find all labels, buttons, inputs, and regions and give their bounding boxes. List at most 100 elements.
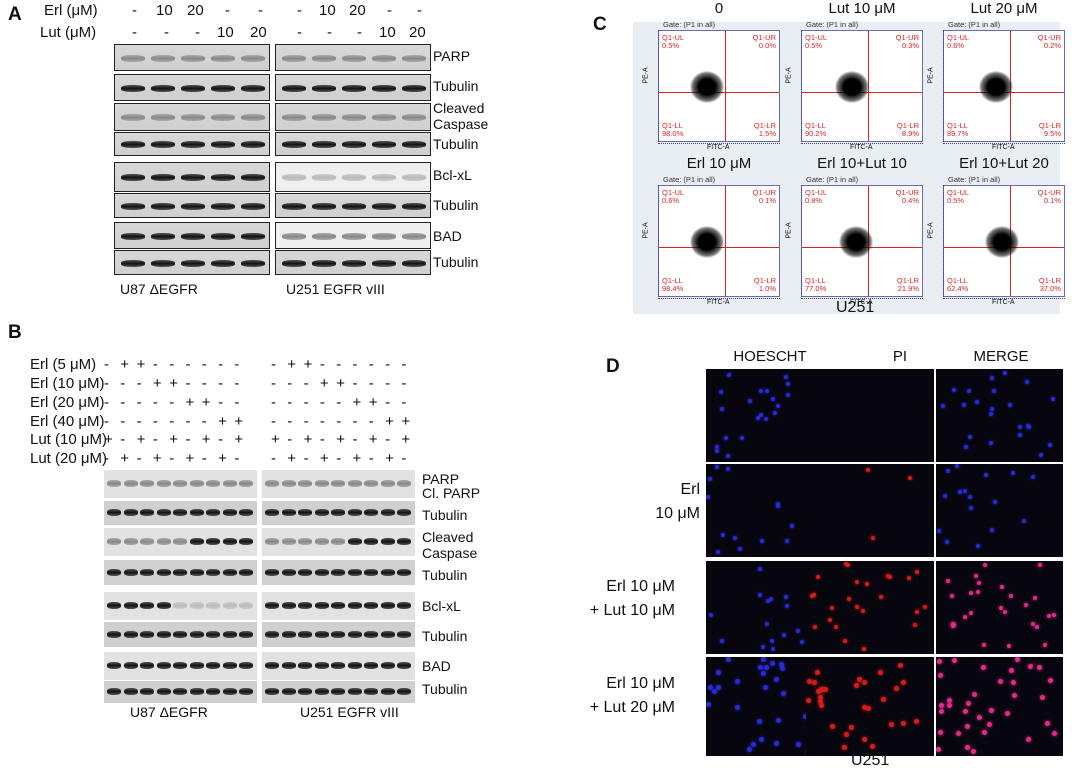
- treatment-sign: +: [152, 450, 162, 467]
- panel-c-cell-line: U251: [836, 299, 875, 316]
- cell-nucleus: [908, 476, 912, 480]
- protein-band: [173, 602, 187, 609]
- cell-nucleus: [1005, 711, 1010, 716]
- protein-band: [121, 259, 145, 267]
- cell-nucleus: [1052, 613, 1056, 617]
- cell-nucleus: [706, 702, 711, 707]
- treatment-sign-u251: -: [352, 375, 358, 392]
- quadrant-ur-value: Q1-UR 0.1%: [752, 188, 776, 205]
- protein-band: [380, 688, 395, 695]
- cell-nucleus: [764, 417, 768, 421]
- protein-band: [342, 84, 366, 92]
- cell-nucleus: [758, 567, 762, 571]
- cell-nucleus: [941, 404, 945, 408]
- cell-nucleus: [862, 705, 867, 710]
- protein-band: [331, 688, 345, 695]
- cell-nucleus: [715, 449, 719, 453]
- protein-band: [151, 54, 175, 62]
- cell-nucleus: [914, 719, 919, 724]
- cell-nucleus: [1012, 693, 1017, 698]
- protein-band: [331, 509, 345, 516]
- treatment-sign-u251: +: [319, 375, 329, 392]
- cell-nucleus: [977, 581, 981, 585]
- erl-value-u251: -: [297, 2, 302, 19]
- protein-band: [281, 509, 296, 516]
- protein-band: [397, 568, 411, 576]
- treatment-sign-u251: -: [401, 450, 407, 467]
- protein-band: [312, 259, 336, 267]
- cell-nucleus: [785, 604, 789, 608]
- cell-nucleus: [955, 464, 959, 468]
- protein-band: [181, 202, 205, 210]
- x-axis-ticks: [801, 298, 923, 303]
- treatment-sign: +: [169, 375, 178, 392]
- western-blot-strip: [104, 560, 257, 585]
- cell-nucleus: [790, 524, 794, 528]
- x-axis-ticks: [943, 298, 1065, 303]
- protein-band: [281, 538, 296, 545]
- x-axis-ticks: [658, 298, 780, 303]
- cell-nucleus: [828, 618, 832, 622]
- protein-band: [239, 630, 253, 638]
- cell-nucleus: [888, 575, 892, 579]
- cell-nucleus: [992, 389, 996, 393]
- quadrant-ll-value: Q1-LL 62.4%: [947, 276, 969, 293]
- cell-nucleus: [862, 680, 867, 685]
- protein-band: [206, 602, 220, 609]
- treatment-sign: -: [185, 356, 191, 373]
- protein-band: [140, 538, 154, 545]
- cell-nucleus: [915, 610, 919, 614]
- blot-label: Cleaved Caspase: [422, 529, 478, 561]
- panel-b-letter: B: [8, 322, 22, 343]
- treatment-sign: +: [136, 431, 146, 448]
- cell-nucleus: [1026, 737, 1031, 742]
- x-axis-label: FITC-A: [992, 144, 1015, 151]
- protein-band: [312, 114, 336, 121]
- protein-band: [402, 174, 426, 181]
- lut-value: -: [195, 24, 200, 41]
- protein-band: [265, 602, 279, 609]
- cell-nucleus: [769, 597, 773, 601]
- microscopy-row-label: Erl 10 μM: [655, 481, 700, 522]
- protein-band: [156, 662, 171, 669]
- protein-band: [402, 114, 426, 121]
- cell-nucleus: [939, 703, 944, 708]
- protein-band: [239, 538, 253, 545]
- treatment-sign-u251: -: [287, 375, 293, 392]
- panel-b-cell-line-u251: U251 EGFR vIII: [300, 704, 399, 720]
- cell-nucleus: [855, 605, 859, 609]
- quadrant-ur-value: Q1-UR 0.3%: [895, 33, 919, 50]
- western-blot-strip: [262, 560, 415, 585]
- cell-nucleus: [952, 388, 956, 392]
- cell-nucleus: [818, 695, 823, 700]
- treatment-sign-u251: -: [271, 375, 276, 392]
- western-blot-strip: [275, 103, 431, 131]
- treatment-row-label: Lut (10 μM): [30, 431, 107, 448]
- protein-band: [347, 509, 362, 516]
- cell-nucleus: [945, 540, 949, 544]
- cell-nucleus: [776, 404, 780, 408]
- quadrant-ll-value: Q1-LL 98.4%: [662, 276, 684, 293]
- protein-band: [380, 568, 395, 576]
- erl-value-u251: 20: [349, 2, 366, 19]
- protein-band: [156, 688, 171, 695]
- protein-band: [107, 602, 121, 609]
- protein-band: [239, 568, 253, 576]
- cell-nucleus: [759, 413, 763, 417]
- cell-nucleus: [815, 670, 820, 675]
- cell-nucleus: [989, 441, 993, 445]
- cell-nucleus: [998, 679, 1003, 684]
- treatment-sign: +: [120, 356, 130, 373]
- protein-band: [265, 538, 279, 545]
- treatment-sign: -: [136, 413, 142, 430]
- cell-nucleus: [715, 445, 719, 449]
- cell-nucleus: [771, 397, 775, 401]
- protein-band: [298, 630, 312, 638]
- protein-band: [123, 688, 138, 695]
- treatment-sign: -: [104, 394, 109, 411]
- protein-band: [265, 509, 279, 516]
- cell-nucleus: [785, 539, 789, 543]
- cell-nucleus: [727, 373, 731, 377]
- lut-value-u251: -: [297, 24, 302, 41]
- protein-band: [140, 688, 154, 695]
